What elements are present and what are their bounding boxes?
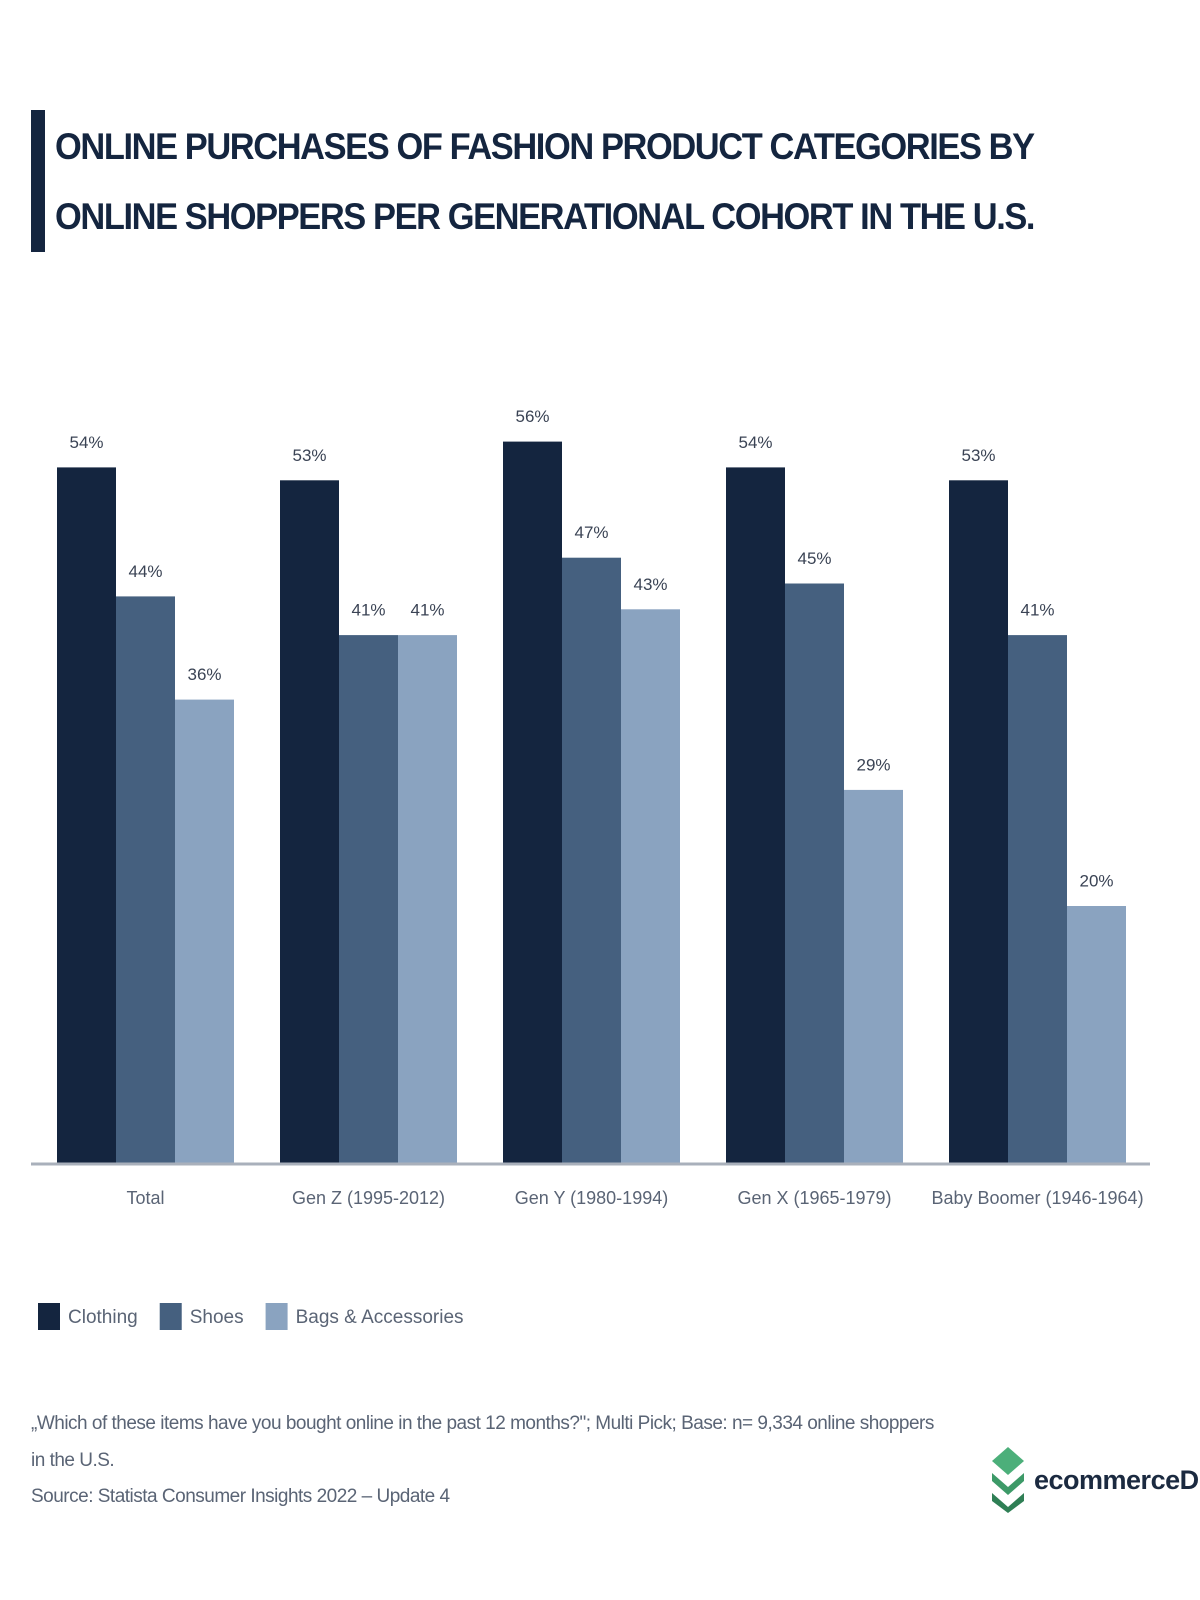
source: Source: Statista Consumer Insights 2022 … xyxy=(31,1486,450,1507)
x-tick-label: Gen X (1965-1979) xyxy=(737,1188,891,1208)
data-label: 43% xyxy=(633,575,667,594)
bar xyxy=(398,635,457,1164)
data-label: 47% xyxy=(574,523,608,542)
data-label: 44% xyxy=(128,562,162,581)
legend-label: Clothing xyxy=(68,1307,138,1328)
data-label: 54% xyxy=(69,433,103,452)
bar xyxy=(1008,635,1067,1164)
bar xyxy=(949,480,1008,1164)
legend-label: Shoes xyxy=(190,1307,244,1328)
bar xyxy=(280,480,339,1164)
legend-label: Bags & Accessories xyxy=(296,1307,464,1328)
data-label: 41% xyxy=(1020,601,1054,620)
data-label: 20% xyxy=(1079,871,1113,890)
bar xyxy=(175,699,234,1164)
bar xyxy=(503,441,562,1165)
bar xyxy=(116,596,175,1164)
x-tick-label: Gen Y (1980-1994) xyxy=(515,1188,668,1208)
bar xyxy=(339,635,398,1164)
data-label: 41% xyxy=(351,601,385,620)
data-label: 29% xyxy=(856,755,890,774)
legend-swatch xyxy=(159,1303,182,1330)
logo: ecommerceDB xyxy=(990,1445,1200,1515)
bar xyxy=(621,609,680,1164)
bar xyxy=(726,467,785,1164)
bar xyxy=(844,789,903,1164)
logo-text: ecommerceDB xyxy=(1034,1464,1200,1495)
bar xyxy=(1067,906,1126,1164)
x-tick-label: Gen Z (1995-2012) xyxy=(292,1188,445,1208)
chart-title: ONLINE PURCHASES OF FASHION PRODUCT CATE… xyxy=(55,126,1035,237)
data-label: 56% xyxy=(515,407,549,426)
legend-swatch xyxy=(265,1303,288,1330)
footnote: „Which of these items have you bought on… xyxy=(31,1413,934,1471)
data-label: 54% xyxy=(738,433,772,452)
bar xyxy=(785,583,844,1164)
x-tick-label: Baby Boomer (1946-1964) xyxy=(931,1188,1143,1208)
bar xyxy=(562,557,621,1164)
data-label: 45% xyxy=(797,549,831,568)
bar xyxy=(57,467,116,1164)
data-label: 36% xyxy=(187,665,221,684)
x-tick-label: Total xyxy=(126,1188,164,1208)
legend-swatch xyxy=(38,1303,60,1330)
data-label: 41% xyxy=(410,601,444,620)
data-label: 53% xyxy=(961,446,995,465)
logo-icon xyxy=(992,1447,1024,1513)
title-accent xyxy=(31,110,45,252)
data-label: 53% xyxy=(292,446,326,465)
